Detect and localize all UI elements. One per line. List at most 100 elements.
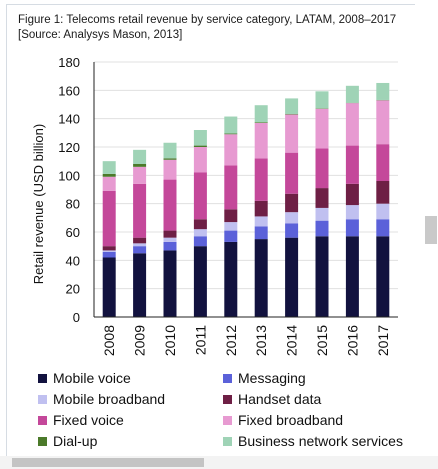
bar-segment [133,164,147,167]
bar-segment [193,246,207,317]
bar-segment [193,219,207,230]
bar-segment [285,98,299,114]
bar-segment [315,148,329,189]
bar-segment [224,134,238,166]
bar-segment [163,159,177,180]
bar-segment [133,253,147,317]
legend-swatch [223,373,232,383]
y-tick-label: 140 [58,112,80,127]
bar-segment [193,172,207,220]
legend-swatch [223,436,232,446]
bar-segment [254,122,268,159]
legend-label: Business network services [238,433,403,449]
y-axis-label: Retail revenue (USD billion) [31,124,46,284]
bar-segment [163,237,177,242]
y-tick-label: 80 [66,197,80,212]
y-tick-label: 100 [58,168,80,183]
bar-segment [193,229,207,237]
legend-label: Handset data [238,391,322,407]
bar-segment [133,166,147,184]
bar-segment [254,105,268,123]
bar-segment [163,142,177,159]
horizontal-scrollbar-thumb[interactable] [12,458,204,467]
legend-item: Mobile voice [38,368,131,388]
bar-segment [163,158,177,160]
legend-item: Dial-up [38,431,97,451]
bar-segment [193,130,207,146]
bar-segment [315,91,329,109]
bar-segment [224,165,238,210]
legend-swatch [223,394,232,404]
bar-segment [193,145,207,147]
bar-segment [285,114,299,153]
legend-label: Mobile voice [53,370,131,386]
x-tick-label: 2013 [253,325,269,356]
bar-segment [163,241,177,251]
bar-segment [345,145,359,184]
bar-segment [102,173,116,177]
chart-legend: Mobile voice Messaging Mobile broadband Han… [38,368,418,452]
bar-segment [345,205,359,220]
legend-swatch [223,415,232,425]
bar-segment [376,181,390,204]
legend-item: Mobile broadband [38,389,165,409]
y-tick-label: 180 [58,55,80,70]
vertical-scrollbar-thumb[interactable] [425,216,437,244]
legend-swatch [38,415,47,425]
bar-segment [133,246,147,254]
x-tick-label: 2010 [162,325,178,356]
x-tick-label: 2016 [344,325,360,356]
x-tick-label: 2012 [223,325,239,356]
y-tick-label: 120 [58,140,80,155]
bar-segment [133,149,147,164]
legend-label: Fixed broadband [238,412,344,428]
bar-segment [133,243,147,247]
bar-segment [315,236,329,317]
bar-segment [285,212,299,224]
bar-segment [133,237,147,244]
bar-segment [376,82,390,100]
bar-segment [376,236,390,317]
bar-segment [224,209,238,223]
bar-segment [102,250,116,252]
caption-source: [Source: Analysys Mason, 2013] [18,29,183,41]
bar-segment [345,85,359,103]
bar-segment [102,246,116,251]
bar-segment [163,179,177,231]
y-tick-label: 40 [66,253,80,268]
bar-segment [193,147,207,173]
bar-segment [254,122,268,123]
legend-item: Handset data [223,389,321,409]
bar-segment [254,239,268,317]
bar-segment [102,251,116,258]
bar-segment [376,203,390,220]
bar-segment [254,216,268,227]
bar-segment [224,241,238,317]
bar-segment [102,176,116,191]
bar-segment [193,236,207,247]
legend-label: Mobile broadband [53,391,166,407]
bar-segment [376,219,390,237]
legend-item: Messaging [223,368,306,388]
bar-segment [102,161,116,174]
bar-segment [376,144,390,181]
x-tick-label: 2014 [284,325,300,356]
bar-segment [315,108,329,149]
bar-segment [285,223,299,238]
bar-segment [224,230,238,242]
legend-swatch [38,394,47,404]
bar-segment [376,100,390,145]
bar-segment [133,183,147,238]
bar-segment [285,237,299,317]
legend-label: Dial-up [53,433,98,449]
y-tick-label: 20 [66,282,80,297]
x-tick-label: 2015 [314,325,330,356]
y-tick-label: 0 [73,310,80,325]
legend-item: Business network services [223,431,403,451]
x-tick-label: 2009 [132,325,148,356]
bar-segment [285,193,299,213]
x-tick-label: 2017 [375,325,391,356]
x-tick-label: 2008 [101,325,117,356]
legend-label: Fixed voice [53,412,124,428]
